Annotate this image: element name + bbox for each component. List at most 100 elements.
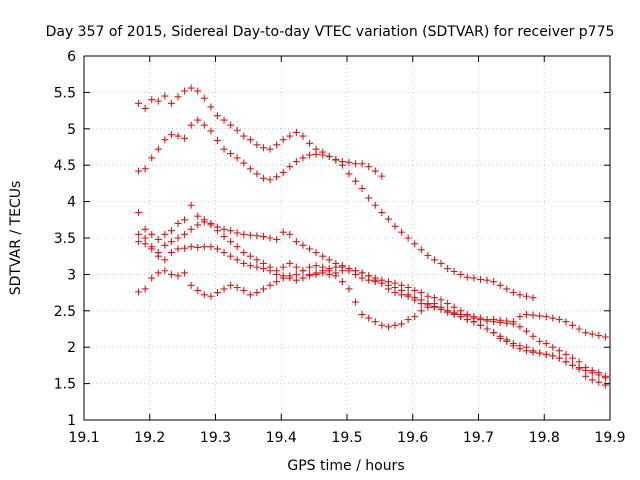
data-point (516, 323, 524, 331)
data-point (187, 121, 195, 129)
data-point (404, 292, 412, 300)
data-point (490, 278, 498, 286)
chart-title: Day 357 of 2015, Sidereal Day-to-day VTE… (46, 24, 615, 40)
data-point (259, 233, 267, 241)
data-point (220, 285, 228, 293)
data-point (411, 286, 419, 294)
data-point (227, 121, 235, 129)
data-point (358, 274, 366, 282)
data-point (365, 163, 373, 171)
data-point (345, 285, 353, 293)
data-point (154, 235, 162, 243)
data-point (371, 318, 379, 326)
data-point (306, 263, 314, 271)
data-point (306, 272, 314, 280)
data-point (167, 238, 175, 246)
data-point (398, 228, 406, 236)
data-point (457, 313, 465, 321)
data-point (516, 345, 524, 353)
data-point (148, 245, 156, 253)
data-point (220, 145, 228, 153)
data-point (338, 267, 346, 275)
data-point (213, 112, 221, 120)
data-point (378, 321, 386, 329)
data-point (503, 337, 511, 345)
y-tick-label: 1 (67, 413, 76, 429)
data-point (266, 145, 274, 153)
data-point (213, 136, 221, 144)
data-point (371, 278, 379, 286)
data-point (233, 229, 241, 237)
data-point (148, 274, 156, 282)
data-point (154, 252, 162, 260)
y-tick-label: 5.5 (54, 85, 76, 101)
data-point (141, 104, 149, 112)
data-point (181, 244, 189, 252)
data-point (312, 249, 320, 257)
data-point (555, 316, 563, 324)
data-point (601, 381, 609, 389)
data-point (233, 126, 241, 134)
data-point (417, 289, 425, 297)
data-point (187, 84, 195, 92)
data-point (549, 343, 557, 351)
data-point (483, 325, 491, 333)
data-point (141, 225, 149, 233)
data-point (161, 256, 169, 264)
series-track-4 (135, 216, 609, 380)
data-point (358, 184, 366, 192)
data-point (384, 215, 392, 223)
data-point (233, 243, 241, 251)
data-point (483, 317, 491, 325)
data-point (246, 291, 254, 299)
data-point (378, 209, 386, 217)
data-point (575, 364, 583, 372)
data-point (167, 131, 175, 139)
data-point (253, 141, 261, 149)
data-point (148, 230, 156, 238)
data-point (207, 243, 215, 251)
data-point (174, 245, 182, 253)
x-tick-label: 19.3 (200, 430, 231, 446)
data-point (371, 167, 379, 175)
data-point (161, 241, 169, 249)
data-point (411, 296, 419, 304)
data-point (279, 274, 287, 282)
data-point (273, 278, 281, 286)
data-point (384, 278, 392, 286)
data-point (207, 219, 215, 227)
data-point (154, 145, 162, 153)
data-point (562, 350, 570, 358)
data-point (575, 325, 583, 333)
data-point (279, 263, 287, 271)
data-point (601, 374, 609, 382)
data-point (194, 221, 202, 229)
data-point (259, 174, 267, 182)
data-point (141, 240, 149, 248)
data-point (200, 216, 208, 224)
data-point (187, 225, 195, 233)
data-point (352, 298, 360, 306)
data-point (220, 233, 228, 241)
data-point (207, 292, 215, 300)
data-point (549, 352, 557, 360)
data-point (213, 245, 221, 253)
y-axis-label: SDTVAR / TECUs (8, 181, 24, 296)
y-tick-label: 1.5 (54, 377, 76, 393)
data-point (233, 154, 241, 162)
data-point (213, 227, 221, 235)
data-point (582, 329, 590, 337)
data-point (259, 144, 267, 152)
data-point (246, 262, 254, 270)
data-point (194, 286, 202, 294)
x-tick-label: 19.8 (529, 430, 560, 446)
data-point (181, 216, 189, 224)
data-point (246, 231, 254, 239)
data-point (417, 300, 425, 308)
data-point (299, 241, 307, 249)
data-point (509, 320, 517, 328)
data-point (227, 150, 235, 158)
data-point (273, 141, 281, 149)
data-point (240, 159, 248, 167)
data-point (319, 263, 327, 271)
